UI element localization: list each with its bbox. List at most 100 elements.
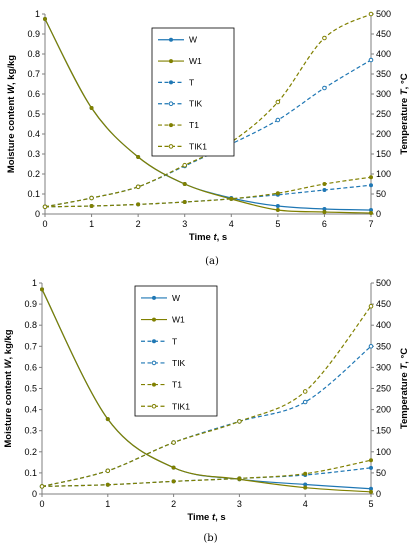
data-point bbox=[322, 35, 327, 41]
legend-item-t: T bbox=[141, 336, 177, 346]
data-point bbox=[171, 465, 176, 470]
series-line-t1 bbox=[41, 459, 372, 487]
data-point bbox=[40, 287, 44, 292]
x-tick-label: 4 bbox=[229, 219, 234, 229]
data-point bbox=[369, 208, 373, 212]
y2-tick-label: 400 bbox=[376, 320, 391, 330]
data-point bbox=[275, 99, 281, 105]
y-tick-label: 0 bbox=[32, 489, 37, 499]
legend-swatch-marker bbox=[152, 339, 156, 344]
y2-tick-label: 250 bbox=[376, 109, 391, 119]
x-tick-label: 3 bbox=[237, 499, 242, 509]
data-point bbox=[368, 303, 374, 309]
y-tick-label: 0.2 bbox=[27, 169, 40, 179]
x-tick-label: 1 bbox=[89, 219, 94, 229]
data-point bbox=[369, 486, 373, 491]
x-tick-label: 0 bbox=[39, 499, 44, 509]
data-point bbox=[368, 57, 374, 63]
y-tick-label: 0.2 bbox=[24, 447, 37, 457]
data-point bbox=[303, 471, 308, 476]
y2-tick-label: 50 bbox=[376, 468, 386, 478]
y-axis-label: Moisture content W, kg/kg bbox=[6, 55, 17, 173]
y-tick-label: 0.1 bbox=[27, 189, 40, 199]
data-point bbox=[89, 106, 94, 110]
series-t1 bbox=[43, 175, 373, 209]
data-point bbox=[171, 479, 176, 484]
y2-tick-label: 200 bbox=[376, 405, 391, 415]
legend-swatch-marker bbox=[169, 123, 173, 128]
legend-label: W1 bbox=[189, 56, 202, 66]
data-point bbox=[275, 204, 280, 208]
x-tick-label: 5 bbox=[275, 219, 280, 229]
y-tick-label: 0.3 bbox=[27, 149, 40, 159]
x-tick-label: 3 bbox=[182, 219, 187, 229]
legend-label: W bbox=[189, 35, 197, 45]
legend-item-t1: T1 bbox=[158, 120, 199, 130]
x-tick-label: 2 bbox=[136, 219, 141, 229]
legend-swatch-marker bbox=[152, 382, 156, 387]
y-tick-label: 0.7 bbox=[27, 69, 40, 79]
legend-swatch-marker bbox=[152, 295, 156, 300]
legend-swatch-marker bbox=[152, 317, 156, 322]
data-point bbox=[322, 182, 327, 186]
data-point bbox=[182, 182, 187, 186]
data-point bbox=[368, 11, 374, 17]
y2-tick-label: 50 bbox=[376, 189, 386, 199]
data-point bbox=[171, 440, 176, 445]
legend-item-w1: W1 bbox=[158, 56, 202, 66]
y2-tick-label: 300 bbox=[376, 362, 391, 372]
legend-swatch-marker bbox=[169, 37, 173, 42]
x-tick-label: 0 bbox=[42, 219, 47, 229]
data-point bbox=[302, 399, 308, 405]
data-point bbox=[182, 200, 187, 204]
legend-label: W bbox=[172, 293, 180, 303]
data-point bbox=[89, 204, 94, 208]
data-point bbox=[369, 489, 373, 494]
series-line-t bbox=[44, 184, 372, 208]
data-point bbox=[105, 482, 110, 487]
legend-label: W1 bbox=[172, 315, 185, 325]
legend-item-w: W bbox=[158, 35, 197, 45]
x-tick-label: 1 bbox=[105, 499, 110, 509]
legend-item-t1: T1 bbox=[141, 380, 182, 390]
legend-label: T bbox=[172, 336, 177, 346]
data-point bbox=[105, 468, 111, 474]
y-axis-label: Moisture content W, kg/kg bbox=[3, 329, 14, 447]
data-point bbox=[136, 202, 141, 207]
series-tik1 bbox=[39, 303, 374, 489]
legend-label: TIK bbox=[189, 99, 203, 109]
data-point bbox=[303, 485, 308, 490]
legend-label: TIK bbox=[172, 358, 186, 368]
y2-tick-label: 0 bbox=[376, 489, 381, 499]
data-point bbox=[275, 208, 280, 212]
data-point bbox=[368, 344, 374, 349]
y-tick-label: 0.6 bbox=[27, 89, 40, 99]
data-point bbox=[369, 175, 373, 180]
y-tick-label: 1 bbox=[32, 278, 37, 288]
series-line-tik1 bbox=[44, 13, 372, 208]
series-line-t1 bbox=[44, 176, 372, 208]
y-tick-label: 0.9 bbox=[27, 29, 40, 39]
legend-swatch-marker bbox=[151, 403, 157, 409]
y-tick-label: 0.8 bbox=[27, 49, 40, 59]
legend-label: T bbox=[189, 77, 194, 87]
y2-tick-label: 100 bbox=[376, 169, 391, 179]
x-tick-label: 6 bbox=[322, 219, 327, 229]
y2-tick-label: 500 bbox=[376, 9, 391, 19]
y-tick-label: 0.5 bbox=[24, 384, 37, 394]
data-point bbox=[237, 476, 242, 481]
data-point bbox=[135, 184, 141, 190]
y-tick-label: 0.7 bbox=[24, 341, 37, 351]
data-point bbox=[136, 155, 141, 159]
y2-axis-label: Temperature T, °C bbox=[399, 73, 410, 154]
legend-item-t: T bbox=[158, 77, 194, 87]
data-point bbox=[369, 458, 373, 463]
y2-tick-label: 450 bbox=[376, 299, 391, 309]
y2-tick-label: 400 bbox=[376, 49, 391, 59]
legend-item-tik1: TIK1 bbox=[158, 141, 207, 151]
figure-caption: (b) bbox=[203, 533, 217, 544]
y-tick-label: 0.6 bbox=[24, 362, 37, 372]
data-point bbox=[275, 117, 281, 123]
legend-box bbox=[134, 285, 218, 417]
